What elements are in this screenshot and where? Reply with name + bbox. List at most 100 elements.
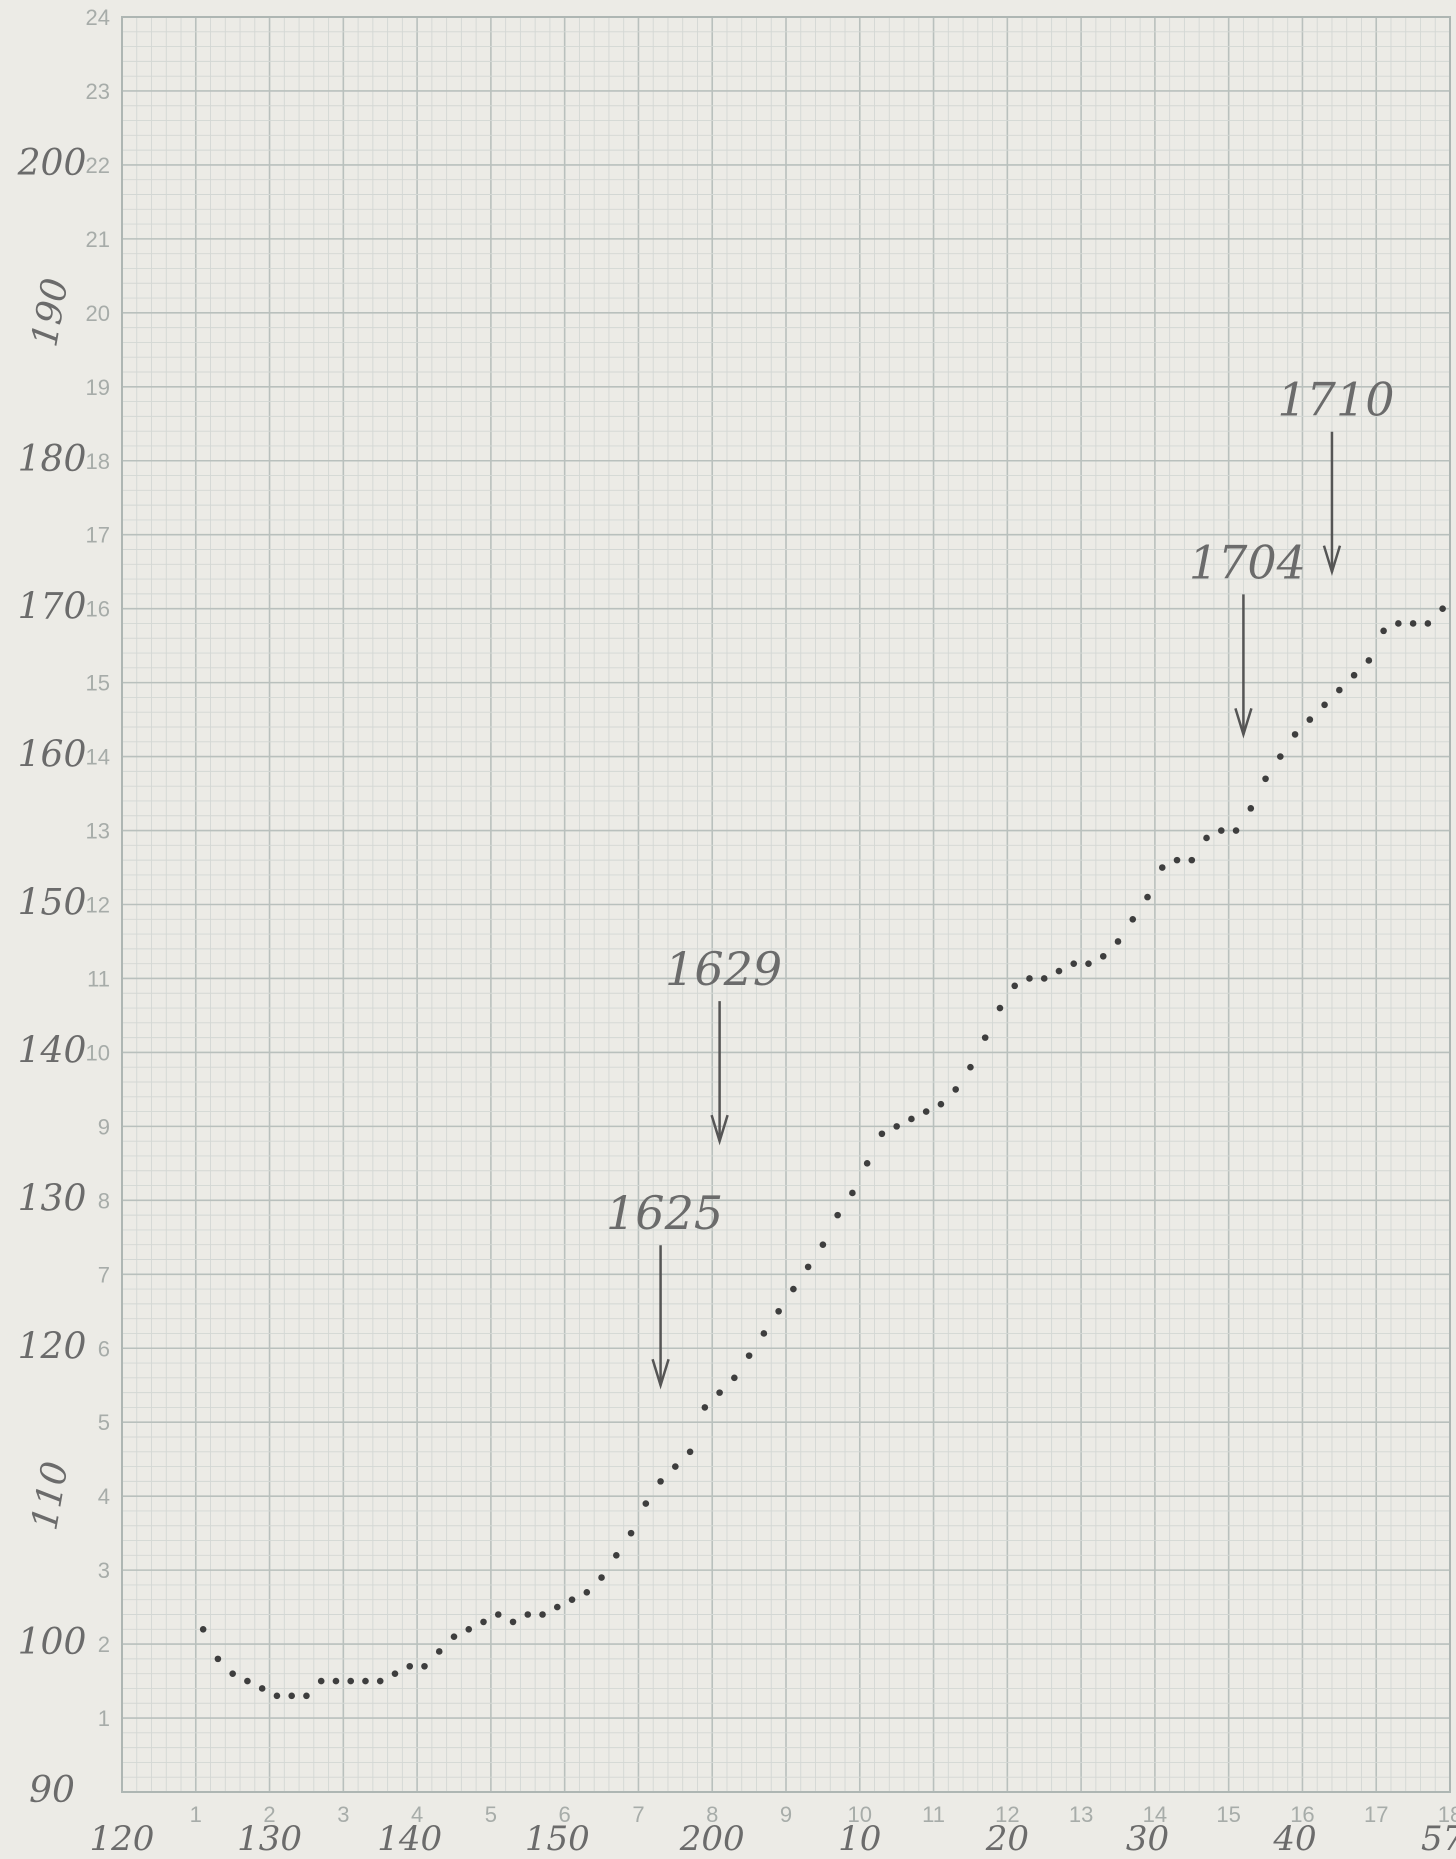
annotation-label: 1710 — [1277, 373, 1394, 427]
handwritten-x-label: 20 — [985, 1819, 1029, 1859]
data-point — [1409, 620, 1417, 627]
data-point — [524, 1611, 532, 1618]
annotation-arrow-head — [1322, 545, 1342, 576]
printed-y-tick-label: 19 — [86, 375, 110, 400]
grid-border — [121, 16, 1451, 1793]
printed-y-tick-label: 16 — [86, 597, 110, 622]
data-point — [701, 1404, 709, 1411]
data-point — [1188, 856, 1196, 864]
data-point — [1350, 671, 1358, 679]
data-point — [583, 1589, 591, 1596]
data-point — [1395, 620, 1402, 627]
data-point — [273, 1692, 281, 1700]
printed-x-tick-label: 15 — [1216, 1802, 1240, 1827]
printed-x-tick-label: 4 — [411, 1802, 423, 1827]
data-point — [214, 1655, 222, 1663]
handwritten-x-label: 30 — [1126, 1819, 1169, 1859]
handwritten-x-label: 140 — [377, 1819, 442, 1859]
handwritten-y-label: 90 — [29, 1770, 75, 1811]
data-point — [745, 1352, 753, 1359]
handwritten-x-label: 200 — [679, 1819, 745, 1859]
annotation-arrow-head — [651, 1358, 670, 1390]
data-point — [1055, 967, 1063, 975]
data-point — [1277, 753, 1284, 760]
data-point — [1026, 975, 1033, 982]
handwritten-x-label: 130 — [237, 1819, 302, 1859]
printed-y-tick-label: 2 — [98, 1632, 110, 1657]
handwritten-y-label: 150 — [18, 883, 87, 924]
printed-x-tick-label: 10 — [848, 1802, 872, 1827]
annotations: 1625 1629 1704 1710 — [606, 373, 1394, 1390]
printed-y-tick-label: 13 — [86, 819, 110, 844]
data-point — [1424, 620, 1432, 627]
data-point — [1173, 856, 1181, 864]
data-point — [598, 1574, 605, 1581]
data-point — [686, 1448, 694, 1456]
data-point — [1291, 731, 1299, 738]
data-point — [568, 1596, 576, 1604]
data-point — [1158, 864, 1166, 871]
printed-y-tick-label: 24 — [86, 5, 110, 30]
data-point — [1439, 605, 1446, 612]
printed-y-tick-label: 12 — [86, 893, 110, 918]
data-point — [1129, 915, 1137, 923]
printed-y-tick-label: 3 — [98, 1558, 110, 1583]
data-point — [642, 1500, 650, 1507]
printed-y-tick-label: 10 — [86, 1040, 110, 1065]
data-point — [1380, 627, 1387, 635]
printed-tick-labels: 1234567891011121314151617181920212223241… — [86, 5, 1456, 1827]
data-point — [1262, 775, 1269, 783]
annotation-arrow-head — [710, 1114, 729, 1146]
data-point — [1203, 834, 1210, 842]
data-point — [465, 1625, 473, 1633]
data-point — [1040, 975, 1048, 982]
printed-x-tick-label: 18 — [1438, 1802, 1456, 1827]
data-point — [1247, 805, 1255, 812]
data-point — [1336, 686, 1343, 694]
printed-x-tick-label: 17 — [1364, 1802, 1388, 1827]
data-point — [450, 1633, 458, 1640]
printed-x-tick-label: 12 — [995, 1802, 1019, 1827]
data-point — [553, 1603, 561, 1611]
printed-y-tick-label: 8 — [98, 1188, 110, 1213]
data-point — [819, 1241, 827, 1249]
annotation-label: 1704 — [1189, 535, 1306, 589]
printed-x-tick-label: 14 — [1143, 1802, 1167, 1827]
data-point — [657, 1478, 664, 1485]
data-point — [760, 1330, 768, 1337]
data-point — [952, 1086, 959, 1093]
handwritten-x-label: 40 — [1272, 1819, 1316, 1859]
data-point — [362, 1677, 369, 1685]
annotation-label: 1629 — [665, 942, 782, 996]
printed-y-tick-label: 6 — [98, 1336, 110, 1361]
printed-y-tick-label: 9 — [98, 1114, 110, 1139]
data-point — [878, 1130, 886, 1138]
data-points — [199, 605, 1446, 1700]
printed-x-tick-label: 1 — [190, 1802, 202, 1827]
data-point — [672, 1463, 679, 1470]
data-point — [967, 1063, 974, 1071]
data-point — [317, 1677, 325, 1685]
data-point — [303, 1692, 310, 1700]
data-point — [435, 1648, 443, 1655]
data-point — [731, 1374, 738, 1382]
data-point — [258, 1685, 266, 1692]
data-point — [509, 1618, 517, 1626]
handwritten-x-label: 57 — [1421, 1819, 1456, 1859]
data-point — [288, 1692, 295, 1700]
data-point — [922, 1108, 930, 1115]
printed-y-tick-label: 21 — [86, 227, 110, 252]
data-point — [494, 1611, 502, 1618]
data-point — [996, 1004, 1004, 1012]
data-point — [1365, 657, 1373, 664]
data-point — [937, 1100, 945, 1108]
printed-y-tick-label: 4 — [98, 1484, 110, 1509]
handwritten-y-label: 200 — [17, 143, 87, 184]
data-point — [1114, 938, 1122, 945]
printed-y-tick-label: 1 — [98, 1706, 110, 1731]
data-point — [834, 1211, 841, 1219]
data-point — [1099, 952, 1107, 960]
data-point — [1321, 701, 1328, 709]
annotation-arrow-head — [1234, 708, 1253, 739]
